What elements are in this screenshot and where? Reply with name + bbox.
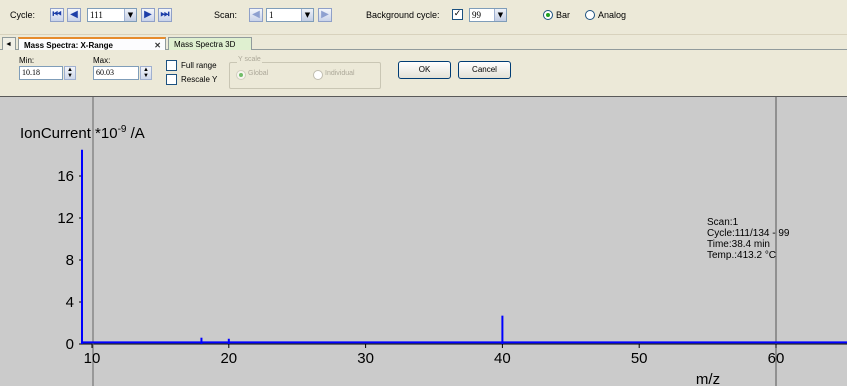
rescale-y-label: Rescale Y xyxy=(181,75,218,84)
individual-radio[interactable] xyxy=(313,70,323,80)
bar-radio[interactable] xyxy=(543,10,553,20)
y-tick-label: 0 xyxy=(66,336,74,353)
background-cycle-value: 99 xyxy=(472,10,481,20)
bar-radio-label: Bar xyxy=(556,10,571,20)
chevron-down-icon: ▼ xyxy=(124,9,136,21)
next-cycle-button[interactable]: ▶ xyxy=(141,8,155,22)
tab-strip-border xyxy=(0,49,847,50)
x-tick-label: 30 xyxy=(357,350,374,367)
tab-mass-spectra-3d[interactable]: Mass Spectra 3D xyxy=(168,37,252,50)
chevron-down-icon: ▼ xyxy=(301,9,313,21)
y-tick-label: 12 xyxy=(57,210,74,227)
rescale-y-checkbox[interactable] xyxy=(166,74,177,85)
cycle-select-value: 111 xyxy=(90,10,103,20)
full-range-label: Full range xyxy=(181,61,217,70)
min-field[interactable]: 10.18 xyxy=(19,66,63,80)
tab-mass-spectra-x-range[interactable]: Mass Spectra: X-Range ✕ xyxy=(18,37,166,50)
chart-area: 0 4 8 12 16 10 20 30 40 50 60 IonCurrent *10-9 /A m/… xyxy=(0,96,847,386)
first-cycle-button[interactable]: ⏮ xyxy=(50,8,64,22)
last-cycle-button[interactable]: ⏭ xyxy=(158,8,172,22)
min-spinner[interactable]: ▲ ▼ xyxy=(64,66,76,80)
background-cycle-checkbox[interactable]: ✓ xyxy=(452,9,463,20)
info-scan: Scan:1 xyxy=(707,217,739,228)
global-radio[interactable] xyxy=(236,70,246,80)
x-tick-label: 20 xyxy=(220,350,237,367)
background-cycle-select[interactable]: 99 ▼ xyxy=(469,8,507,22)
scan-label: Scan: xyxy=(214,10,238,20)
chevron-down-icon: ▼ xyxy=(494,9,506,21)
global-radio-label: Global xyxy=(248,70,269,77)
scan-select[interactable]: 1 ▼ xyxy=(266,8,314,22)
info-time: Time:38.4 min xyxy=(707,239,770,250)
x-axis-label: m/z xyxy=(696,371,720,386)
scan-select-value: 1 xyxy=(269,10,274,20)
x-tick-label: 10 xyxy=(84,350,101,367)
max-spinner[interactable]: ▲ ▼ xyxy=(140,66,152,80)
y-tick-label: 16 xyxy=(57,168,74,185)
max-label: Max: xyxy=(93,56,111,65)
yscale-label: Y scale xyxy=(237,56,262,63)
min-label: Min: xyxy=(19,56,35,65)
prev-scan-button[interactable]: ◀ xyxy=(249,8,263,22)
info-cycle: Cycle:111/134 - 99 xyxy=(707,228,790,239)
analog-radio[interactable] xyxy=(585,10,595,20)
cycle-label: Cycle: xyxy=(10,10,36,20)
tab-scroll-left-button[interactable]: ◄ xyxy=(2,37,16,50)
info-temp: Temp.:413.2 °C xyxy=(707,250,776,261)
analog-radio-label: Analog xyxy=(598,10,627,20)
y-tick-label: 8 xyxy=(66,252,74,269)
individual-radio-label: Individual xyxy=(325,70,355,77)
prev-cycle-button[interactable]: ◀ xyxy=(67,8,81,22)
cancel-button[interactable]: Cancel xyxy=(458,61,511,79)
next-scan-button[interactable]: ▶ xyxy=(318,8,332,22)
x-tick-label: 40 xyxy=(494,350,511,367)
x-tick-label: 60 xyxy=(768,350,785,367)
ok-button[interactable]: OK xyxy=(398,61,451,79)
background-cycle-label: Background cycle: xyxy=(366,10,440,20)
y-axis-label: IonCurrent *10-9 /A xyxy=(20,124,145,142)
yscale-group xyxy=(229,62,381,89)
y-tick-label: 4 xyxy=(66,294,74,311)
close-icon[interactable]: ✕ xyxy=(154,41,161,50)
tab-label: Mass Spectra 3D xyxy=(174,40,236,49)
mass-spectrum-chart[interactable]: 0 4 8 12 16 10 20 30 40 50 60 IonCurrent *10-9 /A m/… xyxy=(0,97,847,386)
cycle-select[interactable]: 111 ▼ xyxy=(87,8,137,22)
tab-label: Mass Spectra: X-Range xyxy=(24,41,113,50)
max-field[interactable]: 60.03 xyxy=(93,66,139,80)
full-range-checkbox[interactable] xyxy=(166,60,177,71)
x-tick-label: 50 xyxy=(631,350,648,367)
